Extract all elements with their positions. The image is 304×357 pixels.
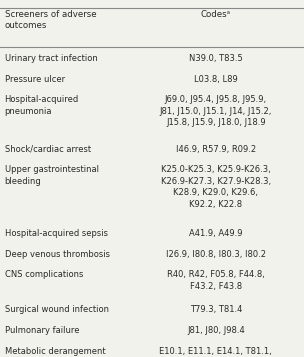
- Text: Hospital-acquired
pneumonia: Hospital-acquired pneumonia: [5, 95, 79, 116]
- Text: N39.0, T83.5: N39.0, T83.5: [189, 54, 243, 63]
- Text: J81, J80, J98.4: J81, J80, J98.4: [187, 326, 245, 335]
- Text: K25.0-K25.3, K25.9-K26.3,
K26.9-K27.3, K27.9-K28.3,
K28.9, K29.0, K29.6,
K92.2, : K25.0-K25.3, K25.9-K26.3, K26.9-K27.3, K…: [161, 165, 271, 208]
- Text: Deep venous thrombosis: Deep venous thrombosis: [5, 250, 109, 258]
- Text: CNS complications: CNS complications: [5, 270, 83, 279]
- Text: R40, R42, F05.8, F44.8,
F43.2, F43.8: R40, R42, F05.8, F44.8, F43.2, F43.8: [167, 270, 265, 291]
- Text: A41.9, A49.9: A41.9, A49.9: [189, 229, 243, 238]
- Text: Pulmonary failure: Pulmonary failure: [5, 326, 79, 335]
- Text: Hospital-acquired sepsis: Hospital-acquired sepsis: [5, 229, 108, 238]
- Text: J69.0, J95.4, J95.8, J95.9,
J81, J15.0, J15.1, J14, J15.2,
J15.8, J15.9, J18.0, : J69.0, J95.4, J95.8, J95.9, J81, J15.0, …: [160, 95, 272, 127]
- Text: I46.9, R57.9, R09.2: I46.9, R57.9, R09.2: [176, 145, 256, 154]
- Text: Metabolic derangement: Metabolic derangement: [5, 347, 105, 356]
- Text: Screeners of adverse
outcomes: Screeners of adverse outcomes: [5, 10, 96, 30]
- Text: Surgical wound infection: Surgical wound infection: [5, 305, 109, 314]
- Text: Urinary tract infection: Urinary tract infection: [5, 54, 97, 63]
- Text: T79.3, T81.4: T79.3, T81.4: [190, 305, 242, 314]
- Text: Codesᵃ: Codesᵃ: [201, 10, 231, 19]
- Text: I26.9, I80.8, I80.3, I80.2: I26.9, I80.8, I80.3, I80.2: [166, 250, 266, 258]
- Text: Pressure ulcer: Pressure ulcer: [5, 75, 65, 84]
- Text: E10.1, E11.1, E14.1, T81.1,
R34, E87.0-E87.8, E15: E10.1, E11.1, E14.1, T81.1, R34, E87.0-E…: [160, 347, 272, 357]
- Text: Shock/cardiac arrest: Shock/cardiac arrest: [5, 145, 91, 154]
- Text: L03.8, L89: L03.8, L89: [194, 75, 238, 84]
- Text: Upper gastrointestinal
bleeding: Upper gastrointestinal bleeding: [5, 165, 98, 186]
